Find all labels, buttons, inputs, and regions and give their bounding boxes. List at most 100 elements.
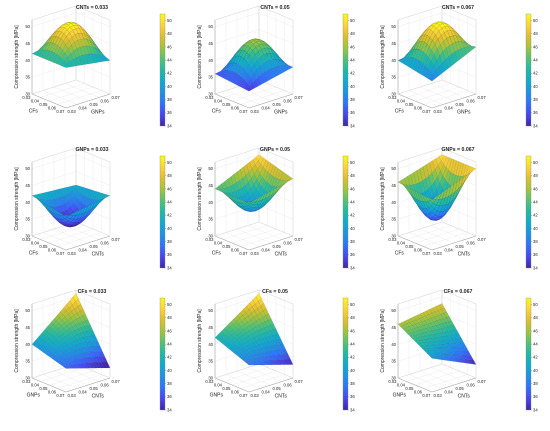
z-tick-label: 50 xyxy=(208,308,213,313)
panel-title: CNTs = 0.033 xyxy=(76,5,108,11)
x-tick-label: 0.03 xyxy=(388,379,397,384)
y-tick-label: 0.03 xyxy=(251,251,260,256)
x-axis-label: GNPs xyxy=(393,392,407,398)
x-tick-label: 0.05 xyxy=(39,244,48,249)
z-tick-label: 35 xyxy=(208,75,213,80)
z-axis-label: Compression strength [MPa] xyxy=(14,167,20,231)
colorbar-tick-label: 38 xyxy=(350,97,355,102)
colorbar-tick-label: 38 xyxy=(533,97,538,102)
y-axis-label: GNPs xyxy=(91,110,105,116)
x-axis-label: GNPs xyxy=(27,392,41,398)
colorbar-tick-label: 48 xyxy=(167,315,172,320)
z-axis-label: Compression strength [MPa] xyxy=(380,309,386,373)
colorbar-tick-label: 34 xyxy=(350,265,355,270)
y-axis-label: CNTs xyxy=(458,394,471,400)
x-tick-label: 0.03 xyxy=(388,95,397,100)
colorbar xyxy=(526,156,531,268)
panel-title: GNPs = 0.05 xyxy=(260,147,290,153)
colorbar-tick-label: 44 xyxy=(350,200,355,205)
x-axis-label: CFs xyxy=(212,108,222,114)
y-tick-label: 0.05 xyxy=(90,386,99,391)
colorbar-tick-label: 38 xyxy=(533,381,538,386)
colorbar-tick-label: 46 xyxy=(533,328,538,333)
colorbar-tick-label: 36 xyxy=(350,110,355,115)
y-tick-label: 0.04 xyxy=(445,390,454,395)
x-tick-label: 0.04 xyxy=(214,382,223,387)
colorbar-tick-label: 40 xyxy=(167,226,172,231)
z-tick-label: 50 xyxy=(25,166,30,171)
colorbar-tick-label: 40 xyxy=(350,368,355,373)
z-tick-label: 45 xyxy=(391,41,396,46)
y-tick-label: 0.05 xyxy=(273,102,282,107)
colorbar-tick-label: 34 xyxy=(167,265,172,270)
colorbar-tick-label: 38 xyxy=(167,97,172,102)
y-tick-label: 0.06 xyxy=(467,99,476,104)
panel-title: GNPs = 0.067 xyxy=(441,147,474,153)
x-tick-label: 0.04 xyxy=(397,240,406,245)
z-tick-label: 45 xyxy=(25,41,30,46)
colorbar xyxy=(343,298,348,410)
colorbar-tick-label: 42 xyxy=(350,355,355,360)
y-axis-label: GNPs xyxy=(274,110,288,116)
colorbar-tick-label: 46 xyxy=(533,186,538,191)
panel-title: CFs = 0.067 xyxy=(444,289,473,295)
y-tick-label: 0.05 xyxy=(456,244,465,249)
colorbar-tick-label: 40 xyxy=(350,226,355,231)
y-tick-label: 0.05 xyxy=(456,386,465,391)
colorbar-tick-label: 46 xyxy=(350,44,355,49)
x-tick-label: 0.03 xyxy=(22,379,31,384)
panel-title: GNPs = 0.033 xyxy=(75,147,108,153)
colorbar-tick-label: 46 xyxy=(167,44,172,49)
z-tick-label: 35 xyxy=(208,359,213,364)
y-tick-label: 0.05 xyxy=(273,386,282,391)
z-tick-label: 40 xyxy=(25,200,30,205)
colorbar-tick-label: 44 xyxy=(167,200,172,205)
colorbar-tick-label: 46 xyxy=(533,44,538,49)
z-tick-label: 35 xyxy=(391,217,396,222)
colorbar-tick-label: 42 xyxy=(350,71,355,76)
x-tick-label: 0.04 xyxy=(31,382,40,387)
x-tick-label: 0.06 xyxy=(231,389,240,394)
z-axis-label: Compression strength [MPa] xyxy=(197,25,203,89)
surface-mesh xyxy=(215,39,293,91)
x-tick-label: 0.07 xyxy=(239,393,248,398)
colorbar-tick-label: 44 xyxy=(350,58,355,63)
colorbar-tick-label: 50 xyxy=(350,18,355,23)
x-tick-label: 0.06 xyxy=(414,389,423,394)
colorbar-tick-label: 44 xyxy=(167,58,172,63)
surface-mesh xyxy=(215,293,293,365)
z-tick-label: 40 xyxy=(208,58,213,63)
y-tick-label: 0.07 xyxy=(295,237,304,242)
y-tick-label: 0.05 xyxy=(273,244,282,249)
colorbar-tick-label: 42 xyxy=(167,355,172,360)
y-tick-label: 0.03 xyxy=(251,109,260,114)
y-tick-label: 0.04 xyxy=(262,390,271,395)
z-tick-label: 45 xyxy=(25,325,30,330)
colorbar-tick-label: 36 xyxy=(167,110,172,115)
y-axis-label: CNTs xyxy=(92,394,105,400)
x-tick-label: 0.07 xyxy=(239,251,248,256)
y-tick-label: 0.07 xyxy=(478,95,487,100)
colorbar-tick-label: 44 xyxy=(167,342,172,347)
y-tick-label: 0.07 xyxy=(478,379,487,384)
z-tick-label: 40 xyxy=(208,200,213,205)
y-tick-label: 0.06 xyxy=(101,241,110,246)
colorbar-tick-label: 42 xyxy=(167,213,172,218)
colorbar-tick-label: 44 xyxy=(533,58,538,63)
z-tick-label: 50 xyxy=(391,166,396,171)
y-tick-label: 0.06 xyxy=(101,383,110,388)
x-tick-label: 0.04 xyxy=(31,98,40,103)
z-tick-label: 35 xyxy=(391,359,396,364)
z-tick-label: 50 xyxy=(208,24,213,29)
x-tick-label: 0.04 xyxy=(397,98,406,103)
colorbar-tick-label: 38 xyxy=(533,239,538,244)
colorbar-tick-label: 44 xyxy=(533,200,538,205)
y-tick-label: 0.05 xyxy=(90,102,99,107)
y-tick-label: 0.06 xyxy=(467,383,476,388)
x-tick-label: 0.05 xyxy=(39,386,48,391)
